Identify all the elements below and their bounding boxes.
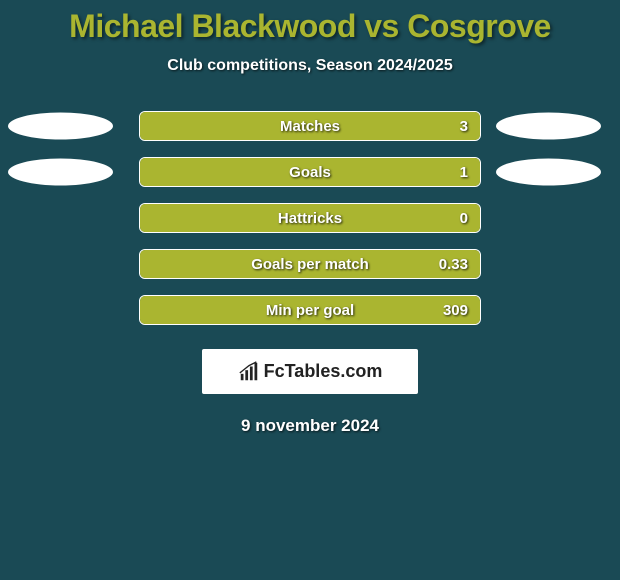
stat-label: Goals	[289, 164, 331, 181]
date-text: 9 november 2024	[0, 416, 620, 436]
stat-bar: Hattricks 0	[139, 203, 481, 233]
stat-row: Matches 3	[0, 103, 620, 149]
stat-label: Min per goal	[266, 302, 354, 319]
vs-text: vs	[364, 8, 399, 44]
main-container: Michael Blackwood vs Cosgrove Club compe…	[0, 0, 620, 436]
stat-row: Min per goal 309	[0, 287, 620, 333]
ellipse-right	[496, 113, 601, 140]
stat-value: 0.33	[439, 256, 468, 273]
player1-name: Michael Blackwood	[69, 8, 356, 44]
ellipse-right	[496, 159, 601, 186]
stat-bar: Goals 1	[139, 157, 481, 187]
logo-content: FcTables.com	[238, 361, 383, 383]
ellipse-left	[8, 159, 113, 186]
logo-text: FcTables.com	[264, 361, 383, 382]
page-title: Michael Blackwood vs Cosgrove	[0, 8, 620, 45]
stat-row: Goals 1	[0, 149, 620, 195]
stat-bar: Goals per match 0.33	[139, 249, 481, 279]
stat-row: Goals per match 0.33	[0, 241, 620, 287]
logo-box[interactable]: FcTables.com	[202, 349, 418, 394]
stat-bar: Min per goal 309	[139, 295, 481, 325]
stat-value: 1	[460, 164, 468, 181]
stat-bar: Matches 3	[139, 111, 481, 141]
stats-area: Matches 3 Goals 1 Hattricks 0 Goals per match 0…	[0, 103, 620, 333]
stat-row: Hattricks 0	[0, 195, 620, 241]
player2-name: Cosgrove	[407, 8, 551, 44]
stat-value: 0	[460, 210, 468, 227]
stat-label: Goals per match	[251, 256, 369, 273]
stat-label: Hattricks	[278, 210, 342, 227]
chart-icon	[238, 361, 260, 383]
stat-label: Matches	[280, 118, 340, 135]
stat-value: 309	[443, 302, 468, 319]
ellipse-left	[8, 113, 113, 140]
subtitle: Club competitions, Season 2024/2025	[0, 57, 620, 75]
stat-value: 3	[460, 118, 468, 135]
